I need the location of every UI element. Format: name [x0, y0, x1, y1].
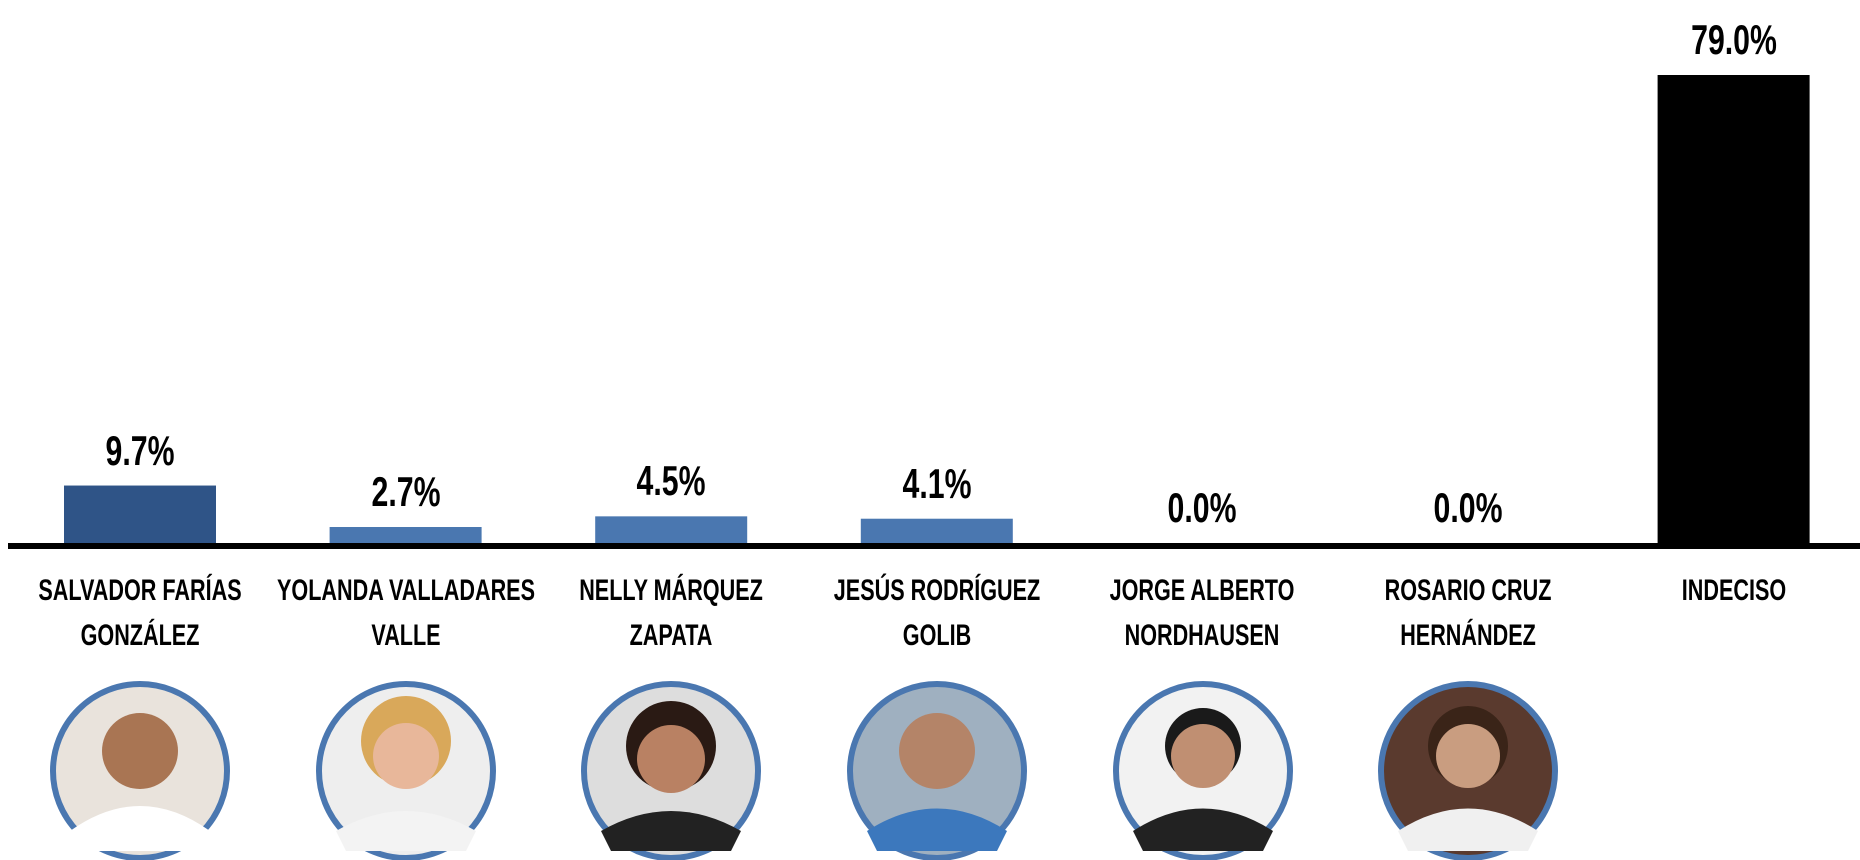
- category-label: YOLANDA VALLADARES VALLE: [276, 574, 535, 652]
- value-label: 0.0%: [1433, 484, 1503, 531]
- value-label: 4.1%: [902, 459, 972, 507]
- value-label: 9.7%: [105, 426, 175, 474]
- candidate-photo: [1113, 681, 1293, 860]
- candidate-photo: [50, 681, 230, 860]
- category-label: INDECISO: [1681, 574, 1786, 607]
- candidate-photo: [316, 681, 496, 860]
- value-label: 79.0%: [1690, 16, 1777, 63]
- value-label: 4.5%: [636, 457, 706, 505]
- bar: [329, 527, 482, 543]
- bar: [64, 485, 216, 543]
- category-label: JORGE ALBERTO NORDHAUSEN: [1109, 574, 1295, 652]
- candidate-photo: [1378, 681, 1558, 860]
- category-label: ROSARIO CRUZ HERNÁNDEZ: [1384, 574, 1552, 652]
- value-label: 0.0%: [1167, 484, 1237, 531]
- bar: [595, 516, 748, 543]
- photos: [50, 681, 1558, 860]
- bar: [860, 518, 1013, 543]
- value-label: 2.7%: [371, 468, 441, 515]
- candidate-photo: [581, 681, 761, 860]
- candidate-photo: [847, 681, 1027, 860]
- category-label: JESÚS RODRÍGUEZ GOLIB: [833, 574, 1041, 652]
- bar: [1657, 75, 1810, 543]
- category-label: NELLY MÁRQUEZ ZAPATA: [579, 574, 763, 652]
- category-label: SALVADOR FARÍAS GONZÁLEZ: [38, 574, 242, 652]
